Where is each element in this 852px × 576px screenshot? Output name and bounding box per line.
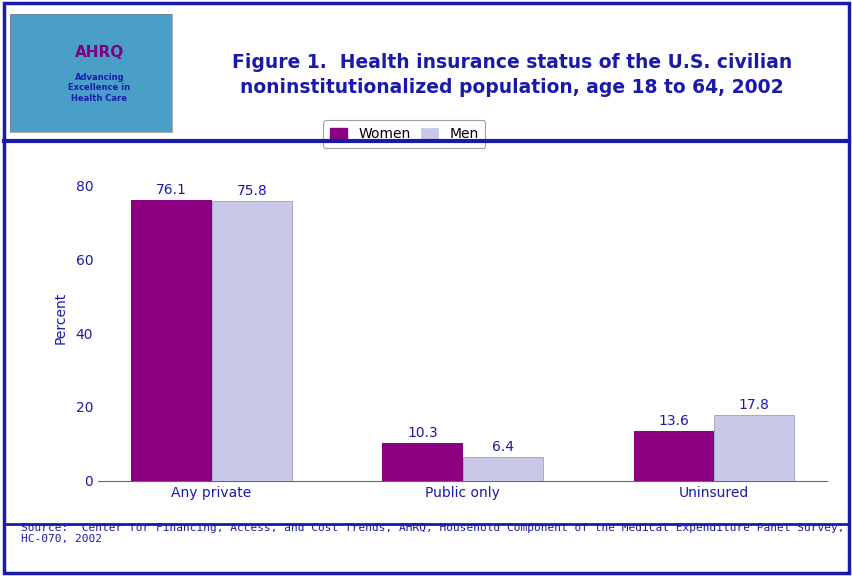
Text: 76.1: 76.1 — [156, 183, 187, 196]
Text: 10.3: 10.3 — [406, 426, 437, 440]
Text: Figure 1.  Health insurance status of the U.S. civilian
noninstitutionalized pop: Figure 1. Health insurance status of the… — [232, 53, 791, 97]
Legend: Women, Men: Women, Men — [323, 120, 485, 148]
Bar — [382, 443, 462, 481]
Bar — [713, 415, 793, 481]
Bar — [462, 457, 543, 481]
Text: 13.6: 13.6 — [658, 414, 688, 428]
Bar — [633, 431, 713, 481]
Bar — [211, 200, 291, 481]
Bar — [131, 199, 211, 481]
Text: AHRQ: AHRQ — [75, 45, 124, 60]
Text: 17.8: 17.8 — [738, 398, 769, 412]
Y-axis label: Percent: Percent — [53, 292, 67, 344]
Text: 6.4: 6.4 — [492, 440, 514, 454]
Text: 75.8: 75.8 — [236, 184, 267, 198]
Text: Advancing
Excellence in
Health Care: Advancing Excellence in Health Care — [68, 73, 130, 103]
Text: Source:  Center for Financing, Access, and Cost Trends, AHRQ, Household Componen: Source: Center for Financing, Access, an… — [21, 523, 843, 544]
